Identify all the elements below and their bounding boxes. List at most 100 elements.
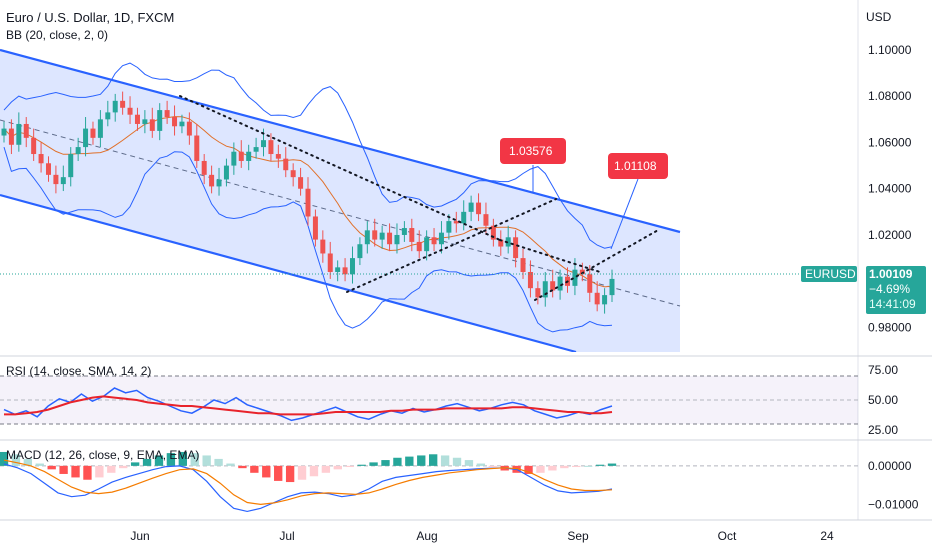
macd-histogram-bar	[572, 465, 581, 468]
macd-histogram-bar	[417, 455, 426, 466]
time-axis-tick: Oct	[718, 529, 737, 543]
candle-body	[201, 160, 207, 175]
macd-histogram-bar	[381, 460, 390, 466]
rsi-axis-tick: 25.00	[868, 423, 898, 437]
candle-body	[31, 137, 37, 155]
candle-body	[594, 292, 600, 305]
macd-histogram-bar	[238, 465, 247, 469]
macd-histogram-bar	[285, 465, 295, 483]
macd-histogram-bar	[226, 463, 235, 466]
candle-body	[327, 253, 333, 272]
macd-histogram-bar	[59, 465, 68, 474]
channel-midline	[0, 119, 681, 307]
price-axis-tick: 1.08000	[868, 89, 912, 103]
price-tag-countdown: 14:41:09	[869, 297, 916, 311]
symbol-tag-text: EURUSD	[805, 267, 856, 281]
macd-histogram-bar	[154, 455, 164, 466]
candle-body	[438, 232, 444, 245]
time-axis-tick: Aug	[416, 529, 437, 543]
candle-body	[16, 123, 22, 145]
price-tag-change: −4.69%	[869, 282, 911, 296]
candle-body	[127, 107, 133, 115]
candle-body	[23, 123, 29, 138]
candle-body	[550, 281, 556, 291]
macd-histogram-bar	[166, 453, 176, 466]
candle-body	[349, 258, 355, 275]
macd-histogram-bar	[119, 465, 128, 469]
macd-histogram-bar	[202, 455, 211, 466]
macd-histogram-bar	[71, 465, 80, 478]
price-axis-tick: 1.06000	[868, 135, 912, 149]
macd-histogram-bar	[369, 462, 378, 466]
candle-body	[520, 258, 526, 272]
candle-body	[476, 202, 482, 215]
bb-basis	[3, 116, 613, 288]
candle-body	[372, 230, 378, 240]
time-axis-tick: 24	[820, 529, 834, 543]
macd-histogram-bar	[548, 465, 557, 471]
candle-body	[535, 288, 541, 298]
candle-body	[461, 211, 467, 224]
candle-body	[68, 154, 74, 178]
candle-body	[194, 135, 200, 161]
candle-body	[105, 112, 111, 120]
macd-histogram-bar	[178, 451, 187, 466]
candle-body	[97, 119, 103, 138]
candle-body	[542, 281, 548, 298]
candle-body	[305, 188, 311, 217]
candle-body	[231, 151, 237, 166]
macd-histogram-bar	[357, 464, 366, 466]
candle-body	[268, 140, 274, 155]
macd-histogram-bar	[321, 465, 331, 473]
callout-2-pointer	[610, 178, 639, 250]
candle-body	[379, 232, 385, 240]
candle-body	[320, 239, 326, 254]
candle-body	[142, 119, 148, 124]
macd-signal-line	[3, 459, 613, 506]
channel-top-line	[0, 48, 681, 234]
callout-1-text: 1.03576	[509, 144, 553, 158]
candle-body	[572, 269, 578, 286]
price-axis-tick: 1.10000	[868, 43, 912, 57]
candle-body	[60, 177, 66, 185]
candle-body	[8, 128, 14, 145]
candle-body	[112, 100, 118, 113]
candle-body	[602, 295, 608, 305]
candle-body	[364, 230, 370, 245]
candle-body	[401, 228, 407, 235]
callout-2: 1.01108	[608, 153, 668, 179]
candle-body	[453, 221, 459, 224]
channel-clip	[0, 352, 858, 356]
candle-body	[172, 117, 178, 127]
macd-axis-tick: 0.00000	[868, 459, 912, 473]
candle-body	[342, 267, 348, 275]
trendline-short-dotted	[499, 239, 601, 273]
price-axis-tick: 1.02000	[868, 228, 912, 242]
rsi-ma-line	[4, 395, 613, 416]
candle-body	[483, 214, 489, 226]
candle-body	[468, 202, 474, 212]
macd-histogram-bar	[476, 463, 486, 466]
macd-histogram-bar	[35, 463, 44, 466]
candle-body	[134, 114, 140, 124]
price-axis-tick: 1.04000	[868, 182, 912, 196]
candle-body	[357, 244, 363, 259]
candle-body	[120, 100, 126, 108]
time-axis-tick: Sep	[567, 529, 589, 543]
macd-histogram-bar	[23, 458, 33, 466]
macd-histogram-bar	[274, 465, 283, 481]
macd-histogram-bar	[607, 463, 617, 466]
candle-body	[90, 128, 96, 138]
time-axis-tick: Jul	[279, 529, 294, 543]
candle-body	[216, 179, 222, 187]
candle-body	[312, 216, 318, 240]
callout-2-text: 1.01108	[614, 159, 657, 173]
candle-body	[223, 165, 229, 180]
candle-body	[431, 237, 437, 245]
trendline-lower-dotted	[346, 198, 557, 293]
candle-body	[424, 237, 430, 252]
candle-body	[186, 121, 192, 136]
candle-body	[1, 128, 7, 136]
candle-body	[490, 225, 496, 240]
